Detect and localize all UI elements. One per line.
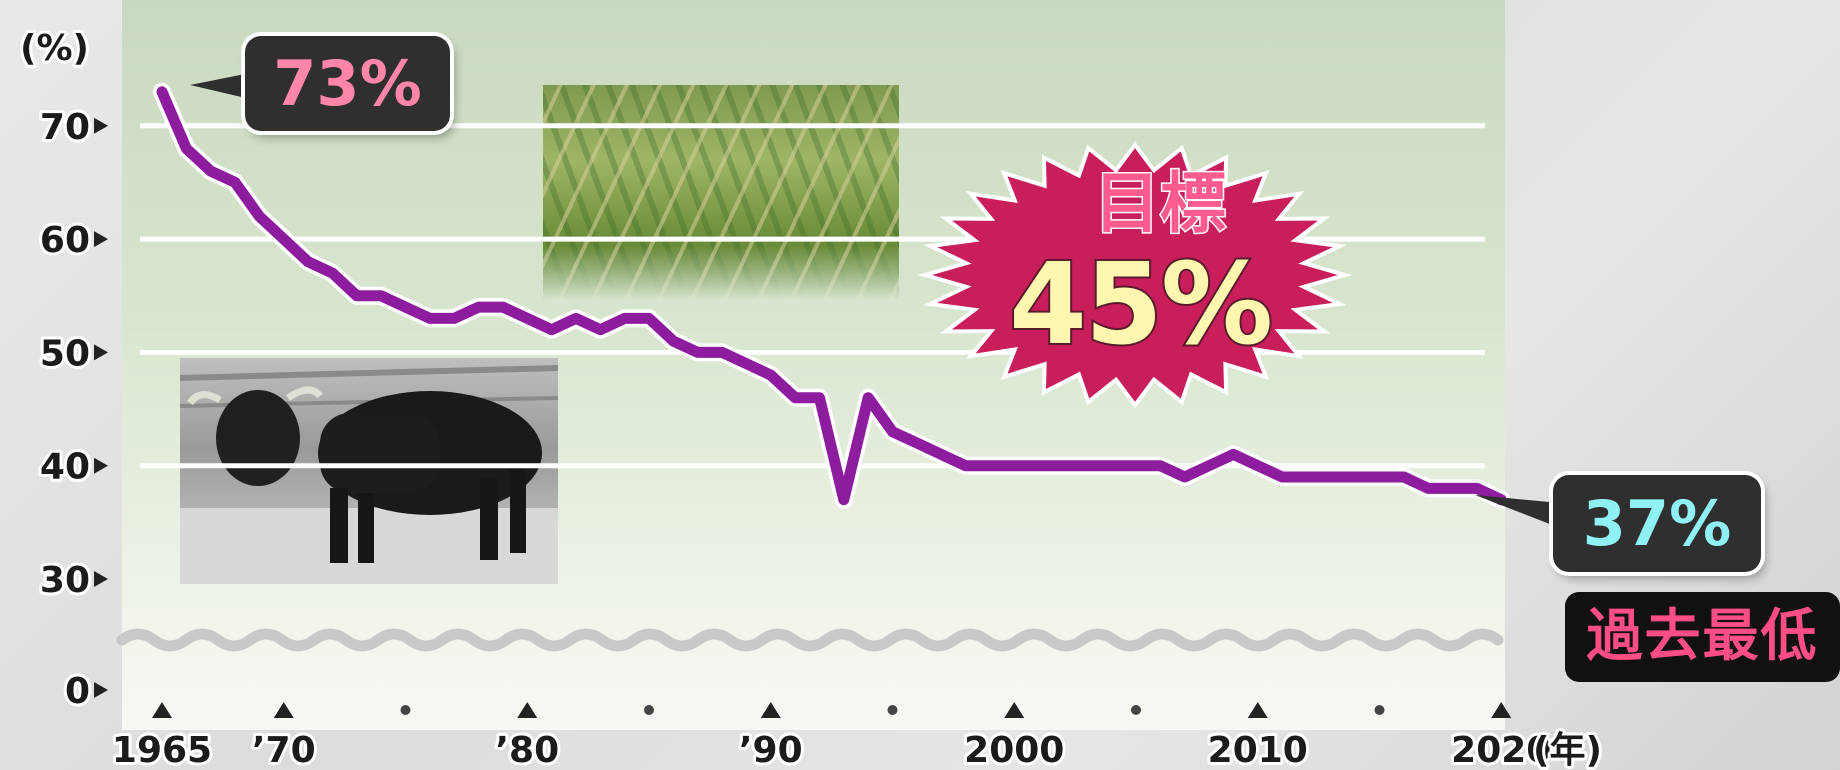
x-tick-label: 2000 — [964, 730, 1064, 770]
x-minor-tick-dot — [1374, 705, 1385, 715]
y-tick-marker — [94, 682, 108, 698]
x-minor-tick-dot — [887, 705, 898, 715]
x-tick-marker — [760, 702, 781, 718]
y-axis-ticks: 0 30 40 50 60 70 — [37, 104, 108, 715]
y-tick-label: 60 — [40, 220, 90, 261]
x-axis-unit-label: (年) — [1533, 730, 1602, 770]
y-tick-label: 50 — [40, 333, 90, 374]
x-tick-marker — [273, 702, 294, 718]
y-axis-unit-label: (%) — [20, 28, 89, 69]
x-tick-marker — [152, 702, 172, 718]
x-tick-marker — [1491, 702, 1512, 718]
y-tick-marker — [94, 117, 108, 134]
x-axis-ticks: 1965 ’70 ’80 ’90 2000 2010 2020 — [109, 702, 1554, 770]
y-tick-label: 70 — [40, 107, 90, 148]
x-minor-tick-dot — [1131, 705, 1141, 715]
target-label: 目標 — [1093, 164, 1228, 244]
callout-pointer-start — [190, 73, 250, 99]
series-group — [153, 82, 1511, 509]
record-low-badge: 過去最低 — [1565, 592, 1840, 682]
target-value: 45% — [1007, 238, 1275, 372]
rice-plant-photo — [543, 85, 899, 300]
y-tick-marker — [94, 344, 108, 361]
x-tick-label: ’90 — [739, 730, 803, 770]
start-value-callout: 73% — [245, 36, 450, 131]
x-minor-tick-dot — [400, 705, 411, 715]
y-tick-marker — [94, 231, 108, 248]
axis-break-marker — [116, 628, 1504, 652]
x-tick-label: 1965 — [112, 730, 212, 770]
y-tick-label: 0 — [65, 671, 90, 712]
x-tick-marker — [1004, 702, 1025, 718]
x-tick-marker — [517, 702, 538, 718]
cattle-photo — [180, 358, 558, 584]
series-line — [156, 86, 1507, 506]
y-tick-label: 40 — [40, 447, 90, 488]
callout-pointer-end — [1475, 495, 1560, 528]
x-tick-label: ’80 — [495, 730, 559, 770]
end-value-callout: 37% — [1553, 475, 1761, 572]
x-tick-marker — [1247, 702, 1268, 718]
x-tick-label: 2010 — [1208, 730, 1308, 770]
y-tick-label: 30 — [40, 560, 90, 601]
target-burst-shape — [917, 141, 1353, 409]
x-tick-label: 2020 — [1451, 730, 1551, 770]
y-tick-marker — [94, 457, 108, 474]
y-tick-marker — [94, 571, 108, 587]
x-minor-tick-dot — [644, 705, 654, 715]
x-tick-label: ’70 — [252, 730, 316, 770]
